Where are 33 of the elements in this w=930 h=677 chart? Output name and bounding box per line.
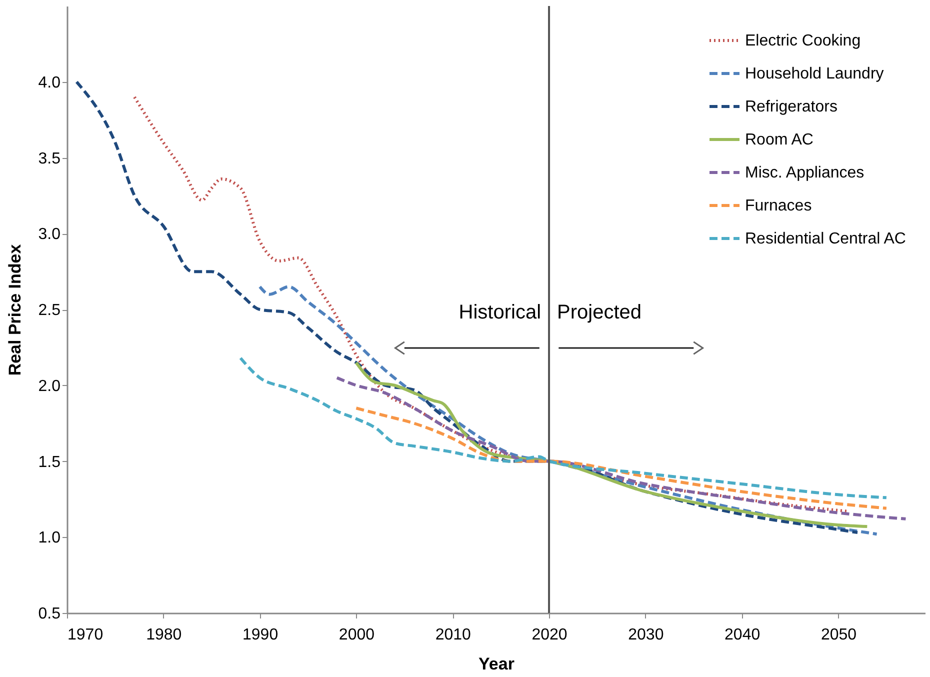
x-tick-label: 2040 <box>724 626 760 644</box>
x-tick-label: 2050 <box>820 626 857 644</box>
legend-label: Misc. Appliances <box>745 164 864 182</box>
legend-label: Residential Central AC <box>745 230 906 248</box>
x-tick-label: 1970 <box>68 626 104 644</box>
legend-label: Furnaces <box>745 198 812 214</box>
x-tick-label: 2020 <box>532 626 568 644</box>
line-series <box>354 361 869 528</box>
y-axis-title: Real Price Index <box>5 244 24 376</box>
y-tick-label: 3.0 <box>38 226 61 244</box>
annotation: Historical <box>458 301 542 324</box>
y-tick-label: 2.5 <box>38 302 61 319</box>
legend-label: Household Laundry <box>745 66 884 82</box>
legend-label: Electric Cooking <box>745 32 861 50</box>
y-tick-label: 0.5 <box>38 606 61 622</box>
legend-label: Refrigerators <box>745 98 838 116</box>
annotation: Projected <box>557 301 642 324</box>
line-series <box>354 406 888 510</box>
x-axis-title: Year <box>478 654 515 674</box>
line-series <box>258 285 878 536</box>
x-tick-label: 1990 <box>242 626 278 644</box>
y-tick-label: 1.0 <box>38 530 61 547</box>
line-series <box>335 376 908 520</box>
x-tick-label: 1980 <box>146 626 182 644</box>
x-tick-label: 2010 <box>435 626 472 644</box>
x-tick-label: 2030 <box>628 626 664 644</box>
line-series <box>239 356 888 500</box>
y-tick-label: 1.5 <box>38 454 61 471</box>
y-tick-label: 3.5 <box>38 150 61 168</box>
y-tick-label: 2.0 <box>38 378 61 395</box>
legend-label: Room AC <box>745 132 814 148</box>
y-tick-label: 4.0 <box>38 74 61 92</box>
x-tick-label: 2000 <box>338 626 375 644</box>
